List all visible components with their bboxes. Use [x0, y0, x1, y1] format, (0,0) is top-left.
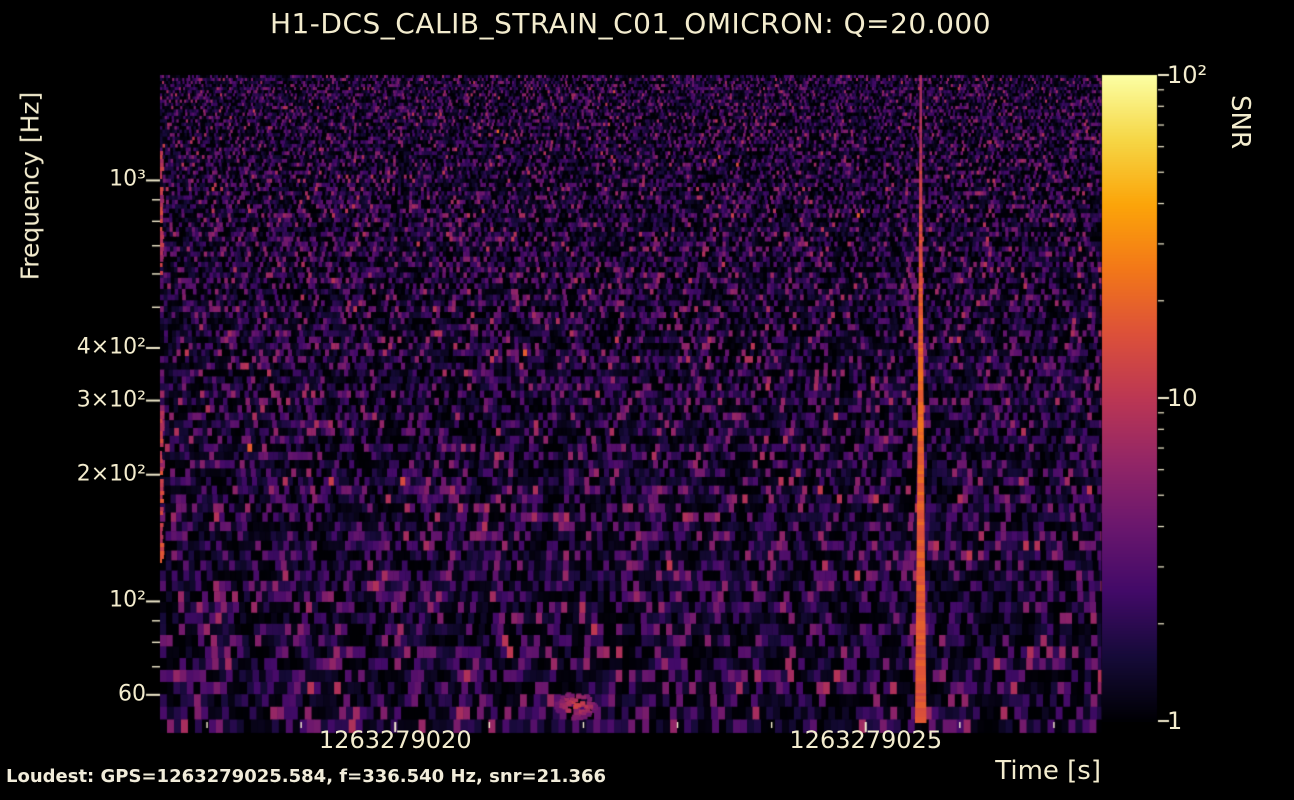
- colorbar-label: SNR: [1225, 94, 1255, 150]
- loudest-event-readout: Loudest: GPS=1263279025.584, f=336.540 H…: [6, 766, 607, 787]
- y-axis-label: Frequency [Hz]: [15, 91, 45, 281]
- plot-title: H1-DCS_CALIB_STRAIN_C01_OMICRON: Q=20.00…: [269, 7, 992, 40]
- x-axis-label: Time [s]: [995, 756, 1101, 786]
